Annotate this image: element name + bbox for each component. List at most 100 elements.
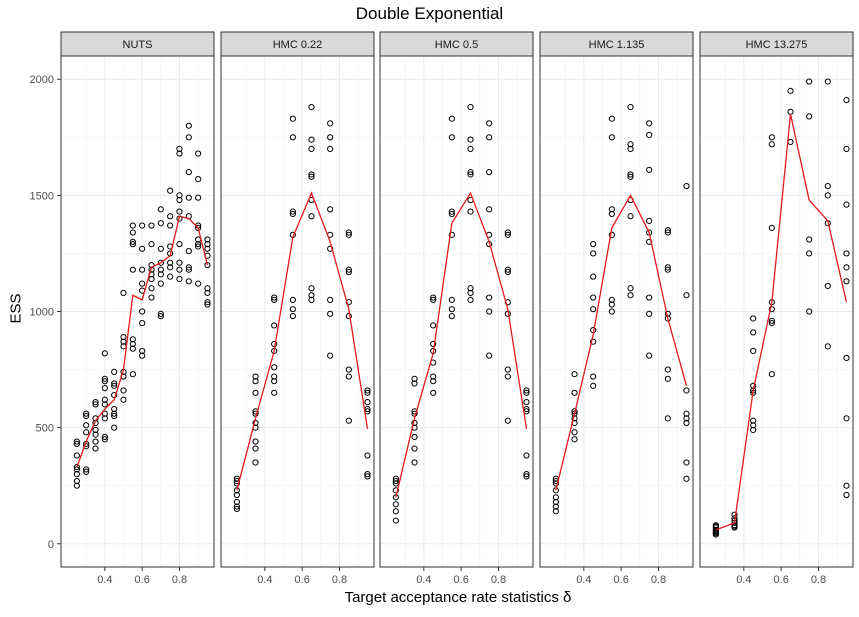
data-point: [750, 329, 757, 336]
data-point: [233, 505, 240, 513]
x-tick-label: 0.4: [97, 574, 112, 586]
facet-panel-1: NUTS 0.4 0.6 0.8: [60, 31, 215, 586]
data-point: [271, 294, 278, 301]
data-point: [843, 415, 850, 422]
data-point: [843, 354, 850, 362]
data-point: [646, 120, 653, 127]
data-point: [683, 387, 690, 394]
data-point: [571, 389, 578, 396]
data-point: [824, 192, 831, 199]
data-point: [185, 122, 192, 129]
data-point: [289, 306, 296, 313]
data-point: [768, 317, 775, 324]
y-tick-label: 0: [48, 539, 54, 551]
data-point: [448, 313, 455, 320]
data-point: [768, 224, 775, 231]
x-tick-label: 0.8: [651, 574, 666, 586]
data-point: [101, 410, 108, 417]
facet-strip: [699, 31, 854, 57]
data-point: [308, 104, 315, 111]
data-point: [712, 522, 719, 529]
data-point: [392, 517, 399, 524]
data-point: [148, 222, 155, 229]
facet-strip: [379, 31, 534, 57]
mean-line: [76, 215, 209, 468]
data-point: [504, 366, 511, 373]
data-point: [664, 227, 671, 234]
data-point: [233, 491, 240, 499]
data-point: [327, 206, 334, 213]
data-point: [308, 213, 315, 220]
data-point: [486, 308, 493, 315]
data-point: [608, 296, 615, 303]
data-point: [411, 445, 418, 452]
data-point: [139, 320, 146, 327]
data-point: [176, 150, 183, 157]
data-point: [448, 208, 455, 215]
data-point: [195, 243, 202, 250]
data-point: [364, 398, 371, 406]
data-point: [176, 208, 183, 215]
data-point: [92, 398, 99, 406]
data-point: [364, 389, 371, 396]
data-point: [448, 231, 455, 238]
data-point: [504, 373, 511, 380]
data-point: [523, 389, 530, 396]
data-point: [430, 389, 437, 396]
data-point: [448, 134, 455, 141]
data-point: [843, 264, 850, 271]
data-point: [608, 115, 615, 122]
data-point: [129, 238, 136, 245]
chart-title: Double Exponential: [355, 4, 504, 23]
data-point: [768, 134, 775, 141]
data-point: [73, 464, 80, 471]
data-point: [504, 231, 511, 238]
data-point: [157, 206, 164, 213]
data-point: [120, 396, 127, 403]
data-point: [185, 169, 192, 176]
data-point: [308, 292, 315, 299]
data-point: [176, 266, 183, 273]
facet-strip-label: NUTS: [123, 39, 153, 51]
facet-strip-label: HMC 0.5: [435, 39, 478, 51]
x-tick-label: 0.8: [491, 574, 506, 586]
data-point: [627, 213, 634, 220]
data-point: [120, 289, 127, 297]
data-point: [590, 373, 597, 380]
x-tick-label: 0.8: [332, 574, 347, 586]
data-point: [176, 192, 183, 199]
data-point: [167, 259, 174, 266]
data-point: [824, 343, 831, 350]
facet-strip: [220, 31, 375, 57]
facet-strip-label: HMC 13.275: [746, 39, 808, 51]
data-point: [73, 477, 80, 485]
data-point: [486, 134, 493, 141]
panel-border: [220, 55, 375, 568]
x-tick-label: 0.6: [135, 574, 150, 586]
data-point: [327, 120, 334, 127]
data-point: [204, 299, 211, 306]
data-point: [824, 182, 831, 190]
data-point: [204, 301, 211, 308]
data-point: [467, 208, 474, 215]
data-point: [101, 436, 108, 443]
data-point: [327, 310, 334, 317]
data-point: [646, 131, 653, 139]
data-point: [83, 422, 90, 429]
data-point: [271, 373, 278, 380]
x-tick-label: 0.4: [416, 574, 431, 586]
mean-line: [555, 193, 688, 491]
data-point: [157, 266, 164, 273]
data-point: [101, 401, 108, 408]
data-point: [411, 433, 418, 441]
data-point: [167, 187, 174, 194]
data-point: [523, 470, 530, 478]
mean-line: [715, 113, 848, 531]
data-point: [392, 480, 399, 487]
data-point: [195, 150, 202, 157]
data-point: [571, 436, 578, 443]
data-point: [430, 294, 437, 301]
data-point: [157, 310, 164, 317]
data-point: [430, 373, 437, 380]
data-point: [176, 241, 183, 248]
